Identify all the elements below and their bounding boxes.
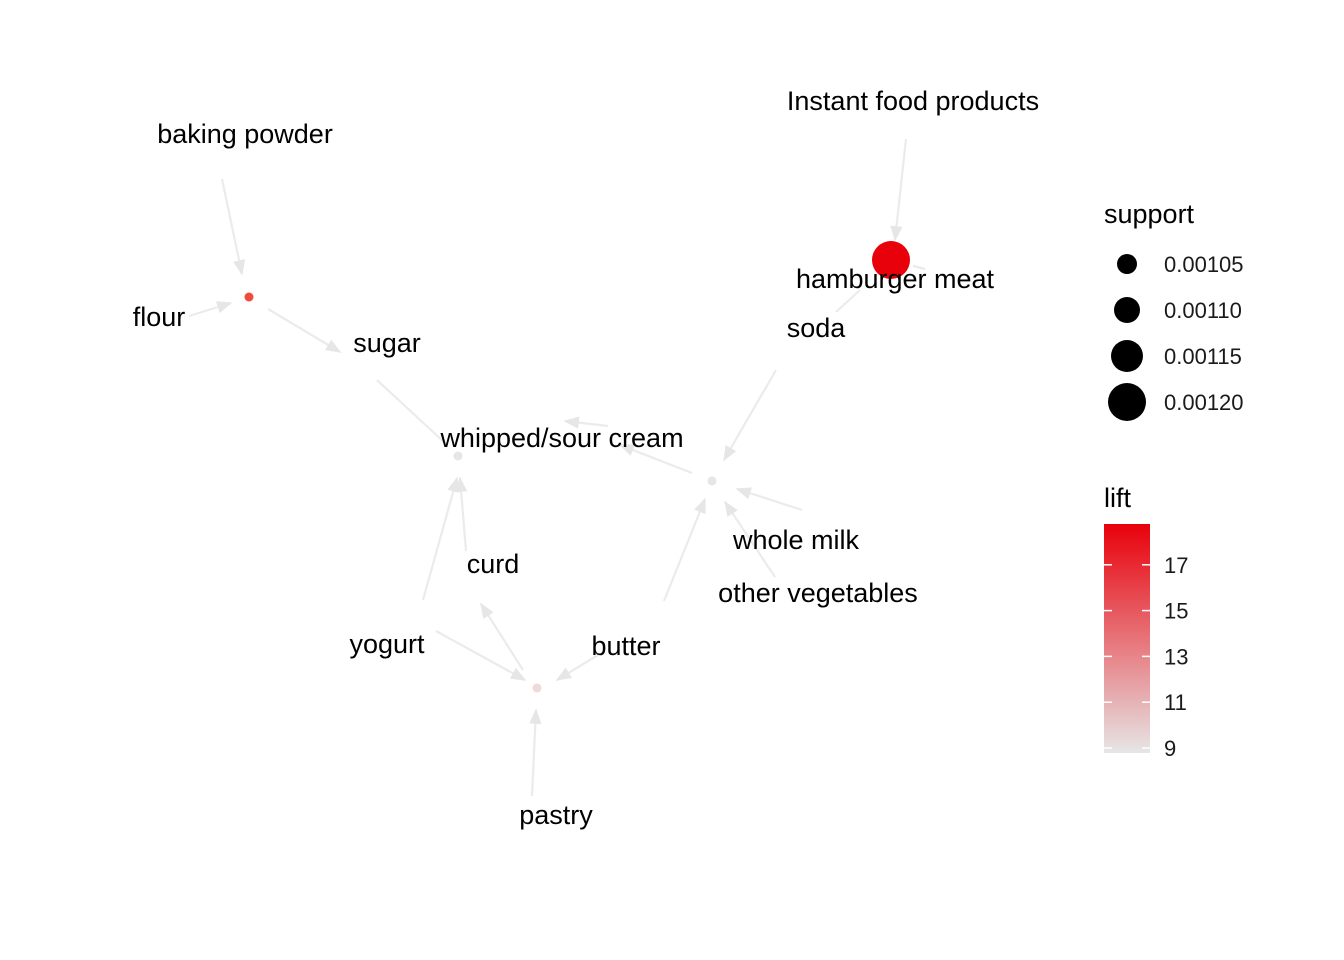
item-label-hamburger-meat: hamburger meat bbox=[796, 264, 995, 294]
edge-soda-to-r4 bbox=[723, 369, 777, 462]
item-label-soda: soda bbox=[787, 313, 847, 343]
lift-tick-label: 17 bbox=[1164, 553, 1188, 578]
support-legend-label-2: 0.00110 bbox=[1164, 298, 1242, 323]
edge-r2-to-sugar bbox=[267, 308, 342, 353]
item-labels: Instant food products baking powder hamb… bbox=[133, 86, 1039, 830]
edge-baking-powder-to-r2 bbox=[220, 178, 246, 276]
item-label-whole-milk: whole milk bbox=[732, 525, 860, 555]
edge-yogurt-to-r5 bbox=[435, 630, 527, 681]
support-legend-label-3: 0.00115 bbox=[1164, 344, 1242, 369]
edge-butter-to-r4 bbox=[662, 497, 707, 602]
item-label-pastry: pastry bbox=[519, 800, 593, 830]
support-legend-label-4: 0.00120 bbox=[1164, 390, 1244, 415]
edge-butter-to-r5 bbox=[555, 654, 599, 681]
support-legend-label-1: 0.00105 bbox=[1164, 252, 1244, 277]
lift-tick-label: 9 bbox=[1164, 736, 1176, 761]
edge-instant-food-to-r1 bbox=[890, 138, 908, 242]
lift-tick-label: 13 bbox=[1164, 644, 1188, 669]
edge-sugar-to-r3 bbox=[376, 379, 446, 444]
edge-other-veg-to-r4 bbox=[724, 500, 776, 578]
edge-r1-to-hamburger bbox=[912, 264, 926, 271]
support-legend-key-1 bbox=[1117, 254, 1137, 274]
edge-soda-to-r1 bbox=[835, 289, 861, 313]
item-label-baking-powder: baking powder bbox=[157, 119, 333, 149]
lift-tick-label: 15 bbox=[1164, 599, 1188, 624]
edge-flour-to-r2 bbox=[188, 301, 233, 318]
item-label-butter: butter bbox=[591, 631, 660, 661]
item-label-whipped-sour-cream: whipped/sour cream bbox=[439, 423, 683, 453]
item-label-yogurt: yogurt bbox=[349, 629, 425, 659]
support-legend-key-2 bbox=[1114, 297, 1140, 323]
edge-r5-to-curd bbox=[480, 602, 524, 671]
item-label-other-vegetables: other vegetables bbox=[718, 578, 918, 608]
item-label-sugar: sugar bbox=[353, 328, 421, 358]
support-legend-key-3 bbox=[1111, 340, 1143, 372]
edge-yogurt-to-r3 bbox=[421, 476, 460, 601]
rule-node-r4 bbox=[707, 476, 717, 486]
item-label-curd: curd bbox=[467, 549, 520, 579]
edge-r4-to-whipped bbox=[618, 443, 693, 475]
lift-tick-label: 11 bbox=[1164, 690, 1187, 715]
item-label-flour: flour bbox=[133, 302, 186, 332]
edge-curd-to-r3 bbox=[454, 476, 468, 552]
rule-node-r2 bbox=[244, 292, 254, 302]
edges bbox=[188, 138, 926, 797]
support-legend: support 0.00105 0.00110 0.00115 0.00120 bbox=[1104, 199, 1244, 421]
rule-node-r5 bbox=[532, 683, 542, 693]
rule-node-r3 bbox=[453, 451, 463, 461]
rule-node-r1 bbox=[872, 241, 910, 279]
rule-nodes bbox=[244, 241, 910, 693]
support-legend-title: support bbox=[1104, 199, 1195, 229]
lift-legend: lift 17 15 13 11 9 bbox=[1104, 483, 1188, 761]
support-legend-key-4 bbox=[1108, 383, 1146, 421]
edge-whole-milk-to-r4 bbox=[735, 487, 803, 512]
lift-legend-title: lift bbox=[1104, 483, 1131, 513]
edge-r4-to-whipped-2 bbox=[563, 416, 609, 429]
item-label-instant-food: Instant food products bbox=[787, 86, 1039, 116]
lift-colorbar bbox=[1104, 524, 1150, 753]
edge-pastry-to-r5 bbox=[529, 708, 542, 797]
lift-ticks: 17 15 13 11 9 bbox=[1104, 553, 1188, 761]
